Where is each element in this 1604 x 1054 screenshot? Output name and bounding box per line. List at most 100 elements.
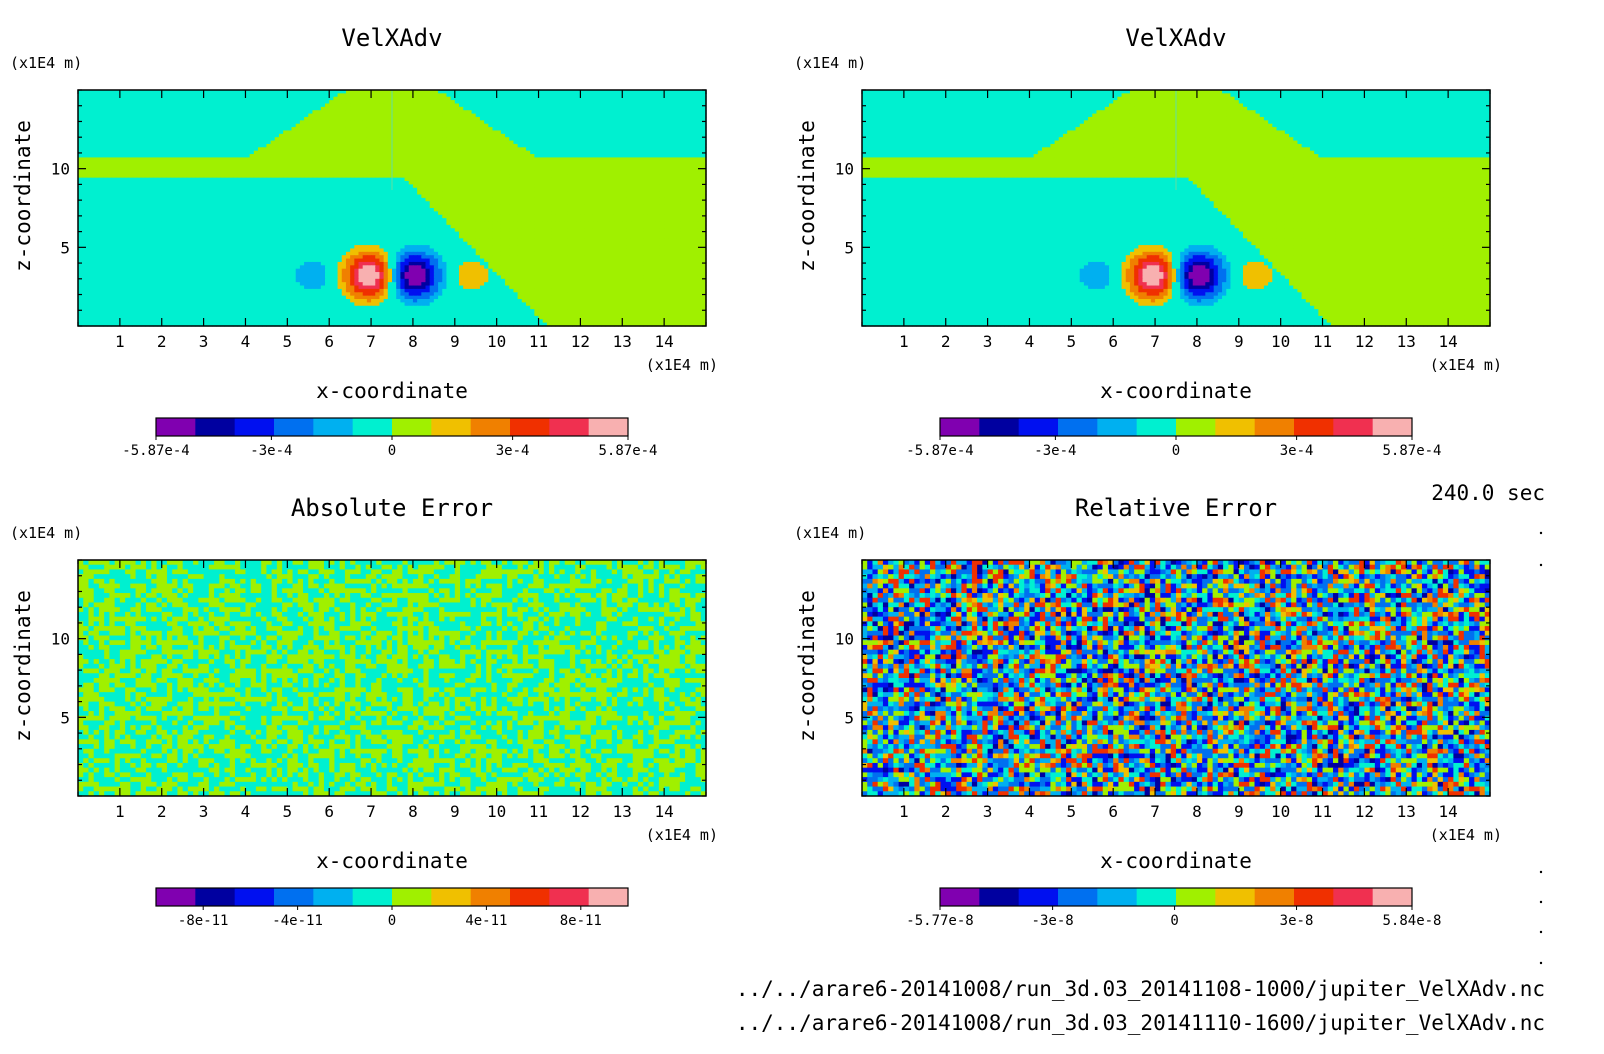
- heatmap-cell: [241, 124, 246, 128]
- heatmap-cell: [396, 124, 401, 128]
- heatmap-cell: [384, 124, 389, 128]
- heatmap-cell: [216, 147, 221, 151]
- heatmap-cell: [580, 100, 585, 104]
- heatmap-cell: [262, 100, 267, 104]
- heatmap-cell: [208, 147, 213, 151]
- heatmap-cell: [304, 124, 309, 128]
- heatmap-cell: [233, 147, 238, 151]
- heatmap-cell: [329, 171, 334, 175]
- heatmap-cell: [610, 124, 615, 128]
- heatmap-cell: [103, 124, 108, 128]
- heatmap-cell: [225, 124, 230, 128]
- heatmap-cell: [459, 100, 464, 104]
- heatmap-cell: [539, 171, 544, 175]
- heatmap-cell: [170, 100, 175, 104]
- heatmap-cell: [258, 147, 263, 151]
- heatmap-cell: [363, 195, 368, 199]
- heatmap-cell: [425, 147, 430, 151]
- heatmap-cell: [86, 100, 91, 104]
- heatmap-cell: [187, 195, 192, 199]
- heatmap-cell: [476, 147, 481, 151]
- heatmap-cell: [467, 100, 472, 104]
- heatmap-cell: [400, 100, 405, 104]
- heatmap-cell: [329, 147, 334, 151]
- heatmap-cell: [384, 147, 389, 151]
- heatmap-cell: [321, 147, 326, 151]
- heatmap-cell: [178, 124, 183, 128]
- heatmap-cell: [463, 124, 468, 128]
- heatmap-cell: [417, 195, 422, 199]
- heatmap-cell: [693, 100, 698, 104]
- heatmap-cell: [585, 195, 590, 199]
- heatmap-cell: [664, 147, 669, 151]
- heatmap-cell: [195, 171, 200, 175]
- heatmap-cell: [91, 100, 96, 104]
- heatmap-cell: [237, 171, 242, 175]
- heatmap-cell: [551, 124, 556, 128]
- heatmap-cell: [283, 124, 288, 128]
- heatmap-cell: [199, 124, 204, 128]
- heatmap-cell: [413, 195, 418, 199]
- heatmap-cell: [137, 124, 142, 128]
- heatmap-cell: [166, 147, 171, 151]
- heatmap-cell: [459, 195, 464, 199]
- heatmap-cell: [216, 171, 221, 175]
- heatmap-cell: [501, 147, 506, 151]
- heatmap-cell: [530, 147, 535, 151]
- heatmap-cell: [459, 171, 464, 175]
- heatmap-cell: [664, 124, 669, 128]
- heatmap-cell: [178, 147, 183, 151]
- heatmap-cell: [308, 100, 313, 104]
- heatmap-cell: [384, 171, 389, 175]
- heatmap-cell: [262, 195, 267, 199]
- heatmap-cell: [174, 147, 179, 151]
- heatmap-cell: [559, 195, 564, 199]
- heatmap-cell: [321, 124, 326, 128]
- heatmap-cell: [283, 147, 288, 151]
- heatmap-cell: [564, 171, 569, 175]
- heatmap-cell: [153, 195, 158, 199]
- heatmap-cell: [576, 100, 581, 104]
- heatmap-cell: [149, 100, 154, 104]
- heatmap-cell: [492, 100, 497, 104]
- heatmap-cell: [279, 195, 284, 199]
- heatmap-cell: [698, 124, 703, 128]
- heatmap-cell: [103, 100, 108, 104]
- heatmap-cell: [409, 171, 414, 175]
- heatmap-cell: [488, 124, 493, 128]
- heatmap-cell: [430, 100, 435, 104]
- heatmap-cell: [610, 195, 615, 199]
- heatmap-cell: [396, 100, 401, 104]
- heatmap-cell: [673, 100, 678, 104]
- heatmap-cell: [91, 124, 96, 128]
- heatmap-cell: [442, 195, 447, 199]
- heatmap-cell: [279, 100, 284, 104]
- heatmap-cell: [359, 195, 364, 199]
- heatmap-cell: [204, 171, 209, 175]
- heatmap-cell: [430, 124, 435, 128]
- heatmap-cell: [643, 147, 648, 151]
- heatmap-cell: [530, 195, 535, 199]
- heatmap-cell: [170, 124, 175, 128]
- heatmap-cell: [660, 100, 665, 104]
- heatmap-cell: [476, 171, 481, 175]
- heatmap-cell: [312, 147, 317, 151]
- heatmap-cell: [354, 195, 359, 199]
- heatmap-cell: [86, 124, 91, 128]
- heatmap-cell: [526, 100, 531, 104]
- heatmap-cell: [585, 100, 590, 104]
- heatmap-cell: [668, 195, 673, 199]
- heatmap-cell: [342, 100, 347, 104]
- heatmap-cell: [652, 195, 657, 199]
- heatmap-cell: [568, 171, 573, 175]
- heatmap-cell: [225, 100, 230, 104]
- heatmap-cell: [635, 124, 640, 128]
- heatmap-cell: [635, 171, 640, 175]
- heatmap-cell: [204, 195, 209, 199]
- heatmap-cell: [631, 195, 636, 199]
- heatmap-cell: [183, 124, 188, 128]
- heatmap-cell: [576, 124, 581, 128]
- heatmap-cell: [250, 100, 255, 104]
- heatmap-cell: [195, 195, 200, 199]
- heatmap-cell: [162, 124, 167, 128]
